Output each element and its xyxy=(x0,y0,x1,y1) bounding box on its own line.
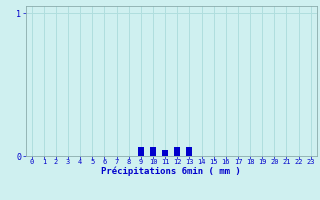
Bar xyxy=(138,147,144,156)
Bar xyxy=(150,147,156,156)
Bar xyxy=(150,147,156,156)
X-axis label: Précipitations 6min ( mm ): Précipitations 6min ( mm ) xyxy=(101,167,241,176)
Bar xyxy=(186,147,192,156)
Bar xyxy=(174,147,180,156)
Bar xyxy=(162,150,168,156)
Bar xyxy=(186,147,192,156)
